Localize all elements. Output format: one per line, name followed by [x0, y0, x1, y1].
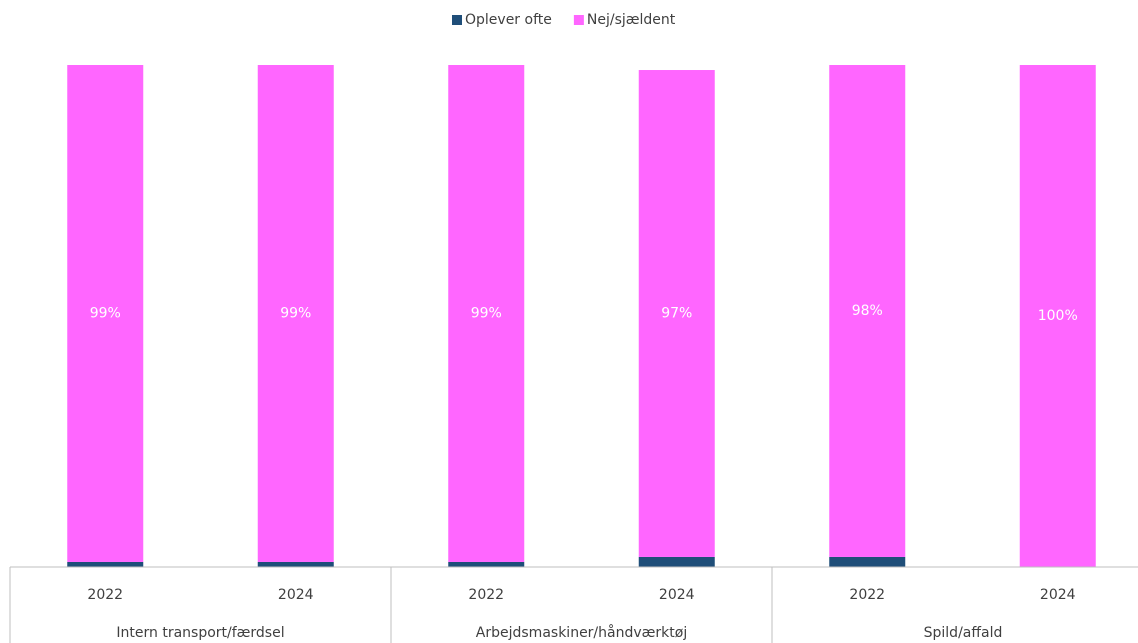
x-tick-label: 2024 [1040, 587, 1076, 603]
bar-segment [257, 65, 334, 562]
group-label: Spild/affald [924, 625, 1003, 641]
bar-segment [448, 561, 525, 567]
data-label: 97% [661, 305, 692, 321]
legend-label: Nej/sjældent [587, 12, 676, 28]
bar-segment [257, 561, 334, 567]
bar-segment [448, 65, 525, 562]
data-label: 99% [90, 305, 121, 321]
bar-segment [829, 556, 906, 567]
x-tick-label: 2022 [849, 587, 885, 603]
x-tick-label: 2022 [468, 587, 504, 603]
legend-label: Oplever ofte [465, 12, 552, 28]
bar-segment [67, 561, 144, 567]
bar-segment [638, 70, 715, 557]
group-label: Arbejdsmaskiner/håndværktøj [476, 624, 687, 641]
group-label: Intern transport/færdsel [116, 625, 284, 641]
bar-segment [829, 65, 906, 557]
bar-segment [1019, 65, 1096, 567]
x-tick-label: 2022 [87, 587, 123, 603]
bar-segment [67, 65, 144, 562]
x-tick-label: 2024 [278, 587, 314, 603]
x-tick-label: 2024 [659, 587, 695, 603]
legend-swatch [573, 15, 584, 25]
data-label: 99% [471, 305, 502, 321]
data-label: 98% [852, 303, 883, 319]
data-label: 99% [280, 305, 311, 321]
legend-swatch [452, 15, 462, 25]
data-label: 100% [1038, 308, 1078, 324]
bar-segment [638, 556, 715, 567]
